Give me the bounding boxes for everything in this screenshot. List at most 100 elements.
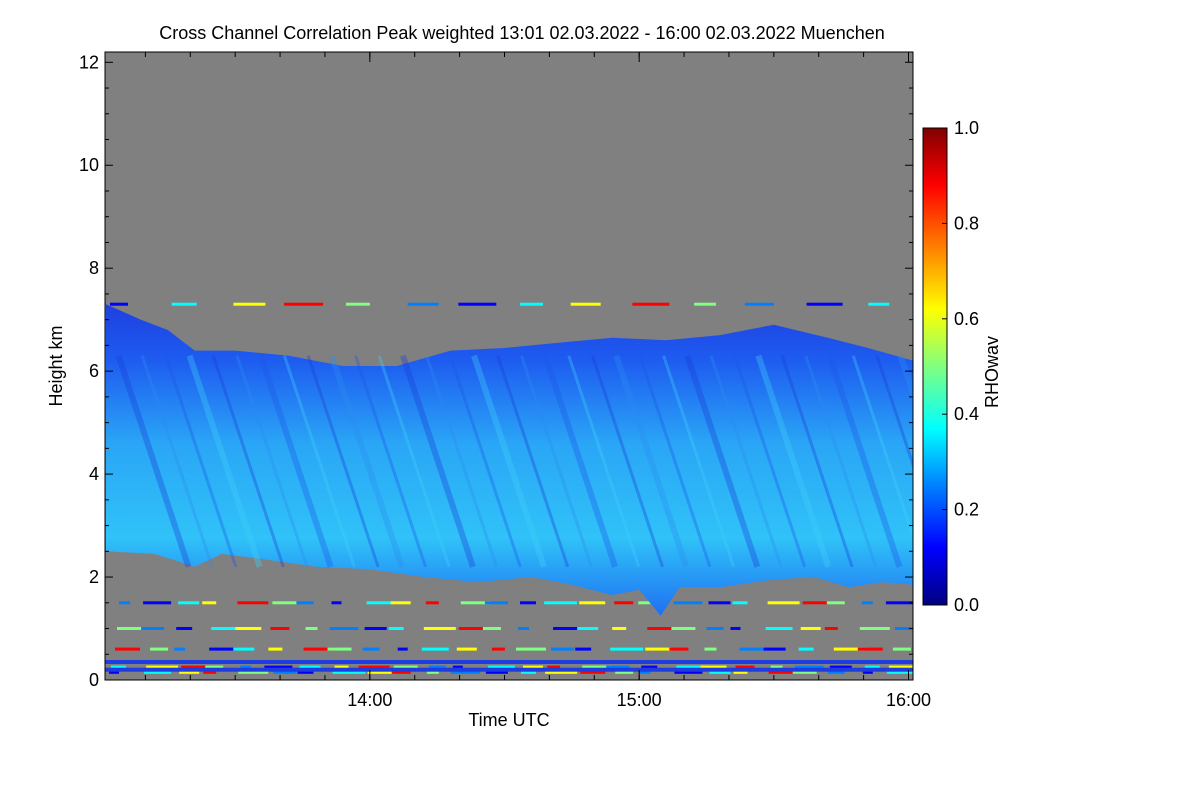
- heatmap-data: [105, 302, 913, 674]
- thin-layer-segment: [209, 647, 238, 651]
- thin-layer-segment: [885, 601, 913, 605]
- thin-layer-segment: [833, 647, 866, 651]
- thin-layer-segment: [111, 665, 126, 669]
- thin-layer-segment: [547, 665, 561, 669]
- thin-layer-segment: [264, 665, 293, 669]
- thin-layer-segment: [638, 601, 651, 605]
- fall-streak: [826, 354, 903, 568]
- thin-layer-segment: [334, 665, 349, 669]
- colorbar-tick-label: 0.8: [954, 213, 979, 233]
- thin-layer-segment: [551, 647, 575, 651]
- thin-layer-segment: [647, 627, 679, 630]
- fall-streak: [471, 354, 547, 568]
- thin-layer-segment: [802, 601, 828, 605]
- fall-streak: [377, 355, 451, 568]
- thin-layer-segment: [829, 665, 852, 669]
- thin-layer-segment: [329, 627, 359, 630]
- thin-layer-segment: [824, 627, 838, 630]
- thin-layer-segment: [610, 647, 644, 651]
- thin-layer-segment: [674, 670, 703, 674]
- thin-layer-segment: [299, 665, 321, 669]
- thin-layer-segment: [744, 302, 774, 306]
- thin-layer-segment: [553, 627, 582, 630]
- x-axis: 14:00 15:00 16:00: [144, 52, 931, 710]
- thin-layer-segment: [345, 302, 370, 306]
- thin-layer-segment: [305, 627, 318, 630]
- thin-layer-segment: [303, 647, 335, 651]
- fall-streak: [542, 354, 618, 568]
- y-axis: 0 2 4 6 8 10 12: [79, 52, 913, 690]
- thin-layer-segment: [862, 670, 873, 674]
- thin-layer-segment: [362, 647, 380, 651]
- thin-layer-segment: [397, 647, 408, 651]
- thin-layer-segment: [272, 601, 297, 605]
- thin-layer-segment: [704, 647, 717, 651]
- fall-streak: [211, 355, 285, 568]
- thin-layer-segment: [708, 601, 731, 605]
- thin-layer-segment: [390, 601, 411, 605]
- fall-streak: [662, 355, 736, 568]
- thin-layer-segment: [645, 647, 672, 651]
- thin-layer-segment: [367, 670, 394, 674]
- thin-layer-segment: [233, 647, 255, 651]
- thin-layer-segment: [768, 670, 800, 674]
- fall-streak: [164, 355, 238, 568]
- thin-layer-segment: [238, 670, 269, 674]
- thin-layer-segment: [141, 627, 165, 630]
- thin-layer-segment: [669, 647, 689, 651]
- thin-layer-segment: [575, 647, 592, 651]
- thin-layer-segment: [391, 670, 411, 674]
- thin-layer-segment: [868, 302, 890, 306]
- thin-layer-segment: [798, 647, 814, 651]
- thin-layer-segment: [545, 670, 578, 674]
- fall-streak: [613, 354, 690, 568]
- thin-layer-segment: [284, 302, 324, 306]
- thin-layer-segment: [641, 665, 658, 669]
- y-axis-label: Height km: [46, 325, 66, 406]
- thin-layer-segment: [458, 302, 497, 306]
- thin-layer-segment: [894, 627, 913, 630]
- thin-layer-segment: [482, 627, 501, 630]
- fall-streak: [709, 355, 783, 568]
- thin-layer-segment: [456, 647, 477, 651]
- thin-layer-segment: [700, 665, 727, 669]
- thin-layer-segment: [143, 601, 172, 605]
- thin-layer-segment: [115, 647, 140, 651]
- plot-frame: [104, 51, 914, 681]
- fall-streak: [186, 354, 263, 568]
- fall-streak: [733, 355, 807, 568]
- thin-layer-segment: [332, 670, 366, 674]
- fall-streak: [851, 355, 913, 541]
- thin-layer-segment: [520, 601, 536, 605]
- fall-streak: [875, 355, 913, 470]
- thin-layer-segment: [520, 302, 543, 306]
- thin-layer-segment: [582, 665, 613, 669]
- thin-layer-segment: [857, 647, 883, 651]
- thin-layer-segment: [237, 601, 269, 605]
- thin-layer-segment: [296, 601, 314, 605]
- thin-layer-segment: [892, 647, 911, 651]
- thin-layer-segment: [110, 302, 128, 306]
- thin-layer-segment: [407, 302, 439, 306]
- thin-layer-segment: [491, 647, 505, 651]
- thin-layer-segment: [767, 601, 800, 605]
- fall-streak: [755, 354, 832, 568]
- x-tick-label: 16:00: [886, 690, 931, 710]
- thin-layer-segment: [205, 665, 224, 669]
- thin-layer-segment: [119, 601, 130, 605]
- thin-layer-segment: [516, 647, 546, 651]
- fall-streak: [448, 355, 522, 568]
- thin-layer-segment: [146, 665, 179, 669]
- thin-layer-segment: [179, 670, 200, 674]
- x-axis-label: Time UTC: [468, 710, 549, 730]
- thin-layer-segment: [886, 670, 913, 674]
- thin-layer-segment: [423, 627, 456, 630]
- thin-layer-segment: [579, 601, 606, 605]
- thin-layer-segment: [800, 627, 821, 630]
- thin-layer-segment: [639, 670, 651, 674]
- thin-layer-segment: [577, 627, 599, 630]
- thin-layer-segment: [181, 665, 207, 669]
- thin-layer-segment: [178, 601, 200, 605]
- cloud-layer-area: [105, 304, 913, 616]
- thin-layer-segment: [428, 665, 446, 669]
